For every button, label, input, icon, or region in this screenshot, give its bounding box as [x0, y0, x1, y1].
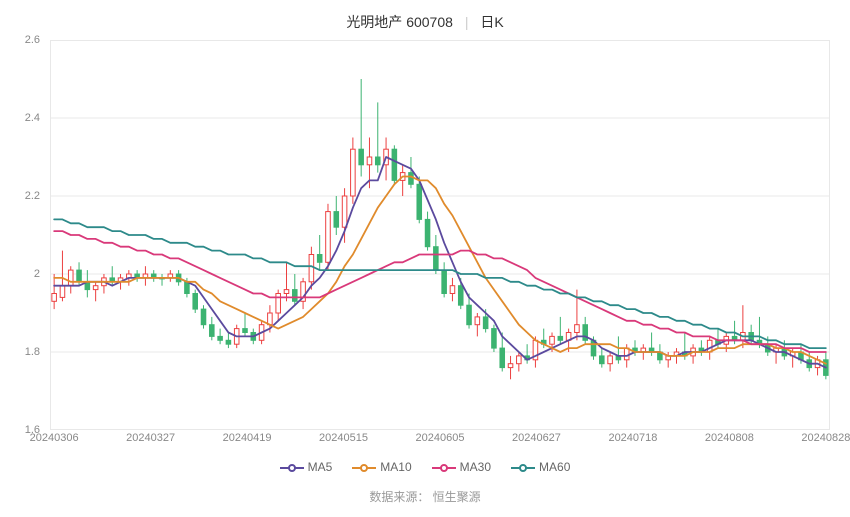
plot-area: [50, 40, 830, 430]
y-tick-label: 2: [34, 268, 40, 280]
chart-period: 日K: [480, 14, 503, 30]
x-tick-label: 20240306: [30, 432, 79, 444]
y-axis: 1.61.822.22.42.6: [0, 40, 45, 430]
x-tick-label: 20240605: [416, 432, 465, 444]
legend-marker-icon: [352, 463, 376, 473]
x-tick-label: 20240627: [512, 432, 561, 444]
legend-label: MA60: [539, 460, 570, 474]
title-divider: |: [465, 14, 469, 30]
legend-item[interactable]: MA30: [432, 460, 491, 474]
legend-marker-icon: [511, 463, 535, 473]
x-tick-label: 20240808: [705, 432, 754, 444]
legend-marker-icon: [432, 463, 456, 473]
chart-title: 光明地产 600708 | 日K: [0, 0, 850, 32]
y-tick-label: 2.4: [25, 112, 40, 124]
y-tick-label: 2.6: [25, 34, 40, 46]
legend: MA5 MA10 MA30 MA60: [0, 460, 850, 474]
legend-label: MA5: [308, 460, 333, 474]
y-tick-label: 1.8: [25, 346, 40, 358]
chart-svg: [50, 40, 830, 430]
source-value: 恒生聚源: [433, 490, 481, 504]
x-tick-label: 20240327: [126, 432, 175, 444]
x-tick-label: 20240515: [319, 432, 368, 444]
legend-item[interactable]: MA10: [352, 460, 411, 474]
legend-label: MA30: [460, 460, 491, 474]
x-axis: 2024030620240327202404192024051520240605…: [50, 432, 830, 452]
legend-marker-icon: [280, 463, 304, 473]
x-tick-label: 20240718: [608, 432, 657, 444]
x-tick-label: 20240828: [801, 432, 850, 444]
stock-code: 600708: [406, 14, 453, 30]
x-tick-label: 20240419: [223, 432, 272, 444]
legend-item[interactable]: MA5: [280, 460, 333, 474]
legend-item[interactable]: MA60: [511, 460, 570, 474]
source-line: 数据来源： 恒生聚源: [0, 488, 850, 505]
y-tick-label: 2.2: [25, 190, 40, 202]
source-label: 数据来源：: [369, 490, 429, 504]
stock-chart: 光明地产 600708 | 日K 1.61.822.22.42.6 202403…: [0, 0, 850, 517]
stock-name: 光明地产: [346, 14, 402, 30]
legend-label: MA10: [380, 460, 411, 474]
